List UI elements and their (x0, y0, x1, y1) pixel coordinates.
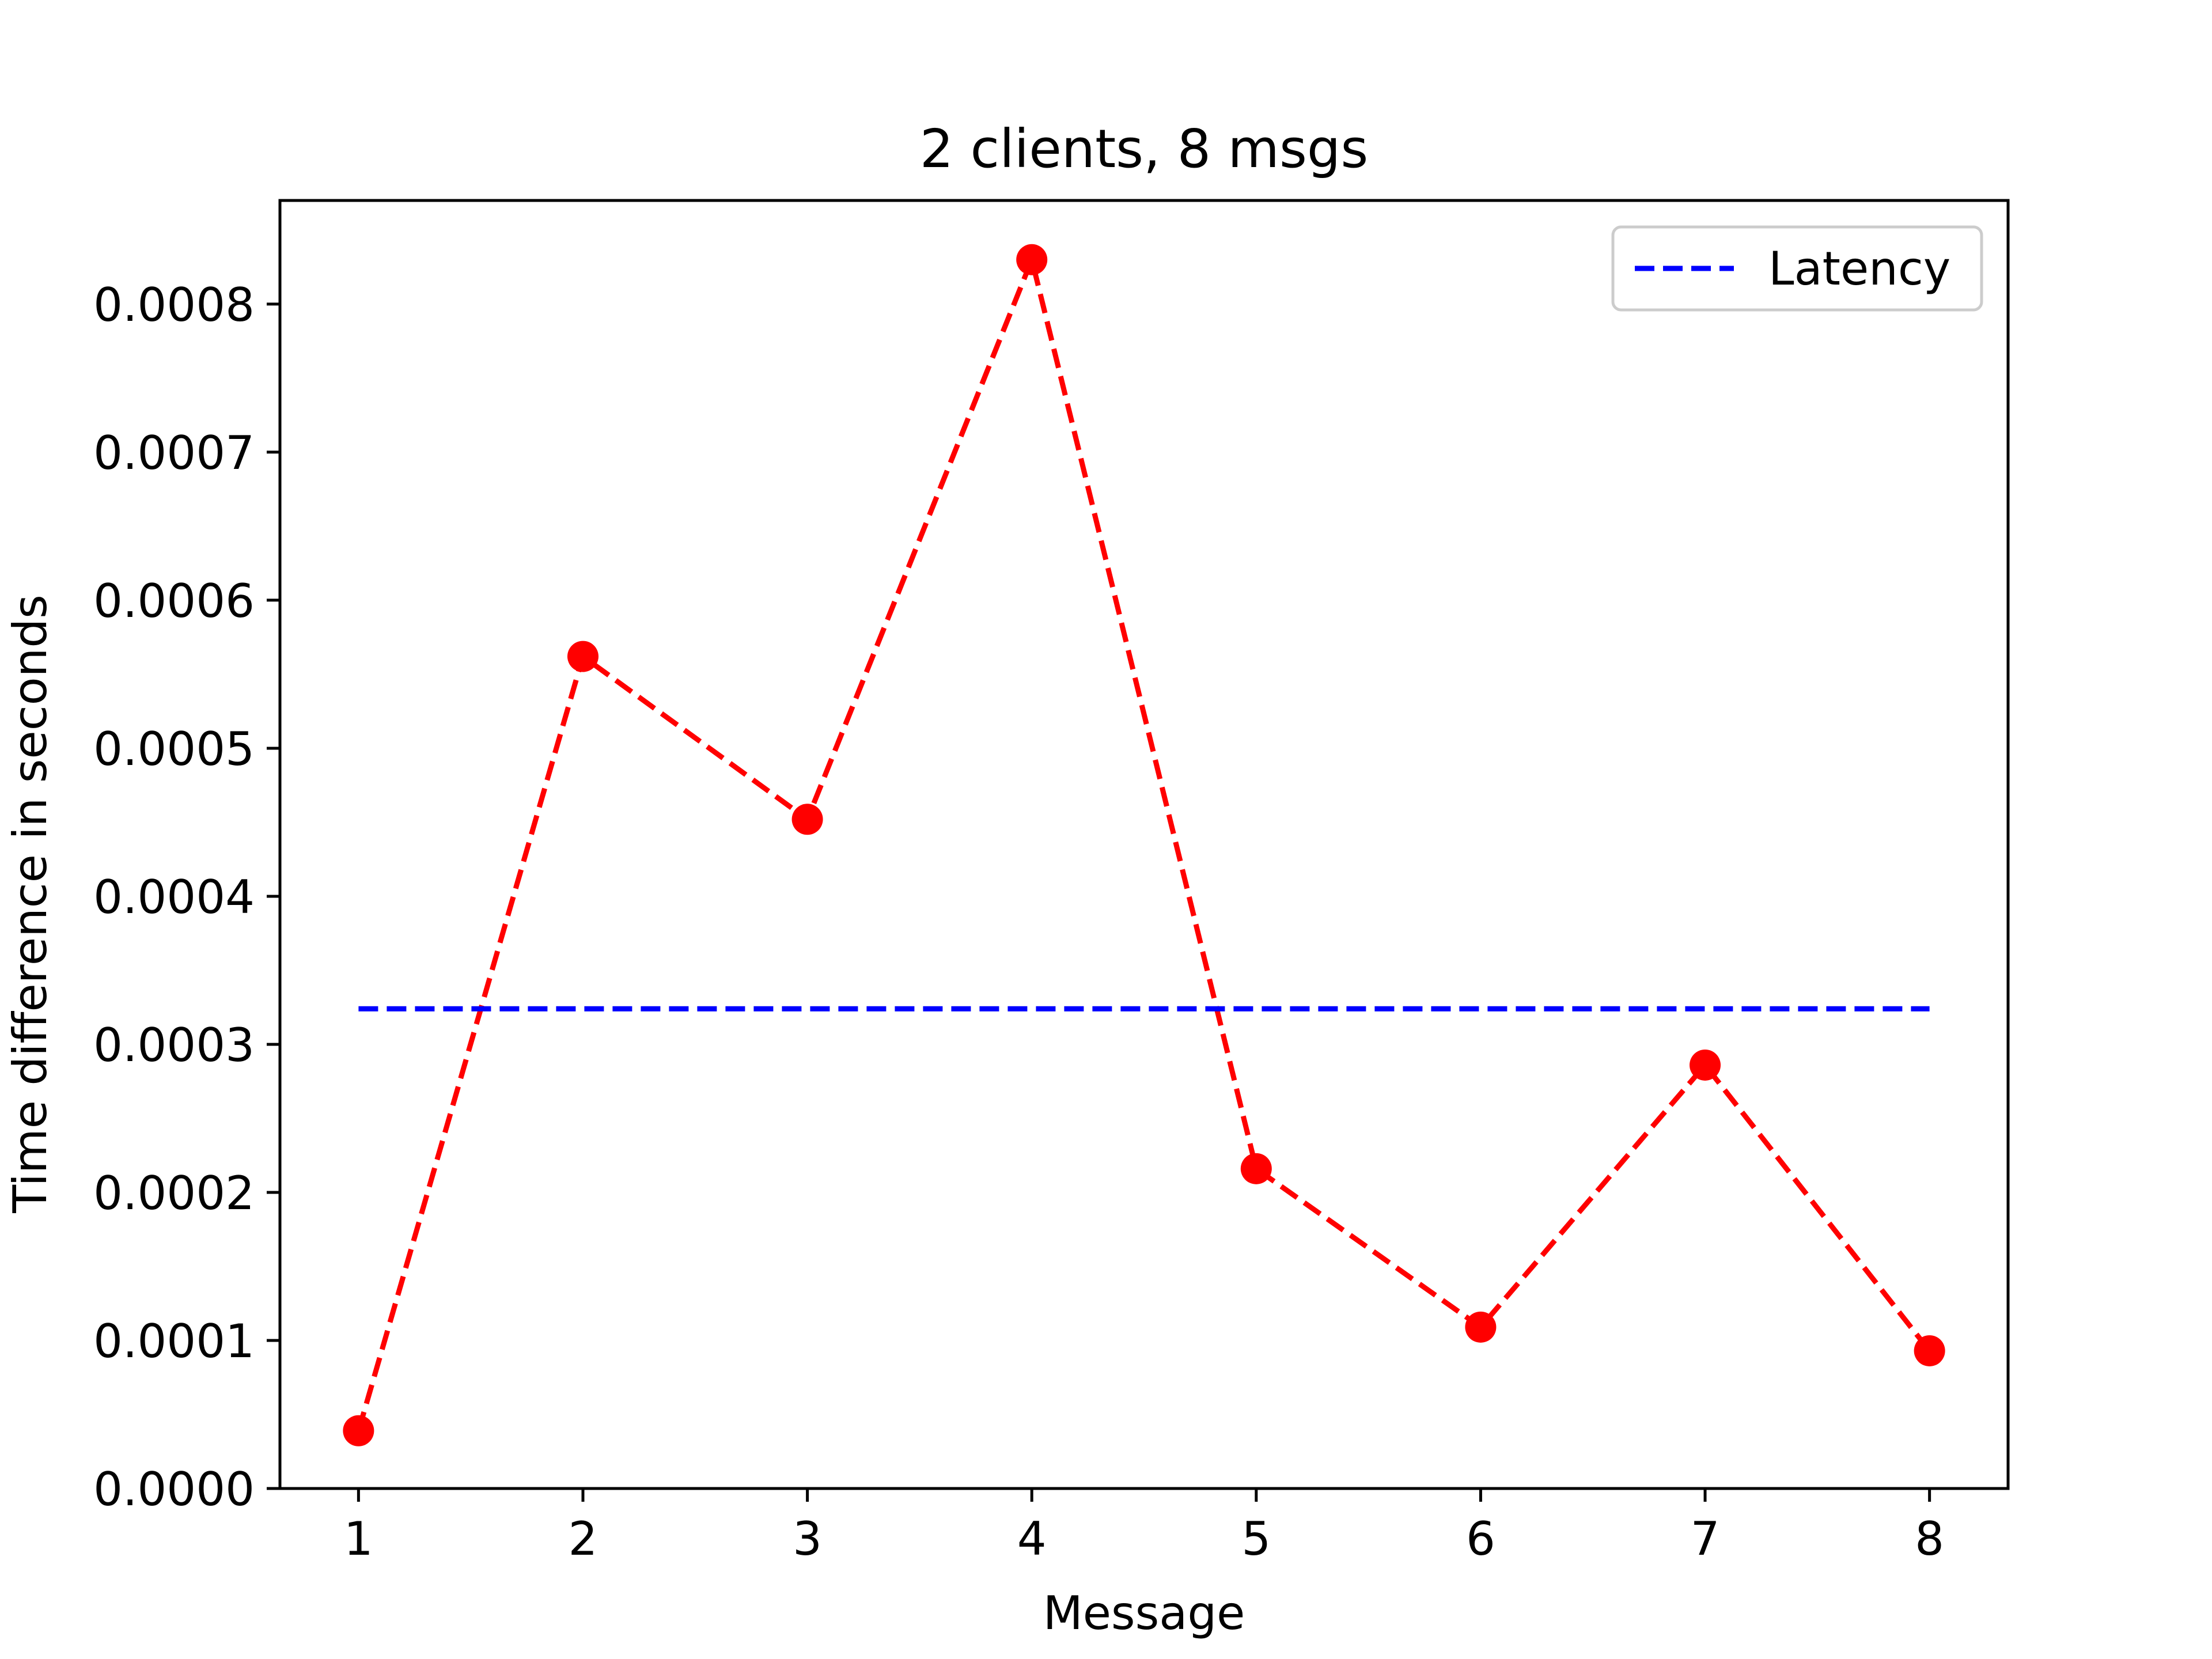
axis-ticks: 1 2 3 4 5 6 7 8 0.0000 0.0001 0.0002 0.0003 0.0004 0.… (93, 278, 1944, 1566)
data-point-8 (1914, 1335, 1945, 1366)
legend-label: Latency (1768, 242, 1950, 296)
legend-box (1611, 225, 1983, 312)
legend: Latency (1611, 225, 1983, 312)
x-tick-label: 7 (1691, 1512, 1720, 1566)
data-point-3 (791, 804, 823, 835)
plot-area (343, 244, 1945, 1446)
data-point-2 (567, 641, 599, 672)
x-tick-label: 3 (793, 1512, 822, 1566)
y-axis-label: Time difference in seconds (3, 594, 57, 1214)
y-tick-label: 0.0007 (93, 426, 255, 480)
axes-frame (278, 199, 2010, 1490)
data-point-5 (1240, 1153, 1272, 1184)
chart-title: 2 clients, 8 msgs (920, 118, 1369, 180)
y-tick-label: 0.0002 (93, 1166, 255, 1220)
x-axis-label: Message (1043, 1586, 1245, 1640)
y-tick-label: 0.0005 (93, 722, 255, 776)
y-tick-label: 0.0003 (93, 1018, 255, 1072)
data-point-4 (1016, 244, 1048, 275)
y-tick-label: 0.0008 (93, 278, 255, 332)
x-tick-label: 8 (1915, 1512, 1944, 1566)
data-point-6 (1465, 1311, 1497, 1343)
data-point-1 (343, 1415, 374, 1446)
y-tick-label: 0.0000 (93, 1463, 255, 1516)
x-tick-label: 6 (1466, 1512, 1495, 1566)
y-tick-label: 0.0001 (93, 1315, 255, 1368)
x-tick-label: 5 (1241, 1512, 1271, 1566)
y-tick-label: 0.0006 (93, 574, 255, 628)
y-tick-label: 0.0004 (93, 870, 255, 924)
x-tick-label: 1 (344, 1512, 373, 1566)
x-tick-label: 2 (569, 1512, 598, 1566)
data-series-line (356, 251, 1932, 1432)
x-tick-label: 4 (1017, 1512, 1047, 1566)
data-point-7 (1690, 1049, 1721, 1081)
